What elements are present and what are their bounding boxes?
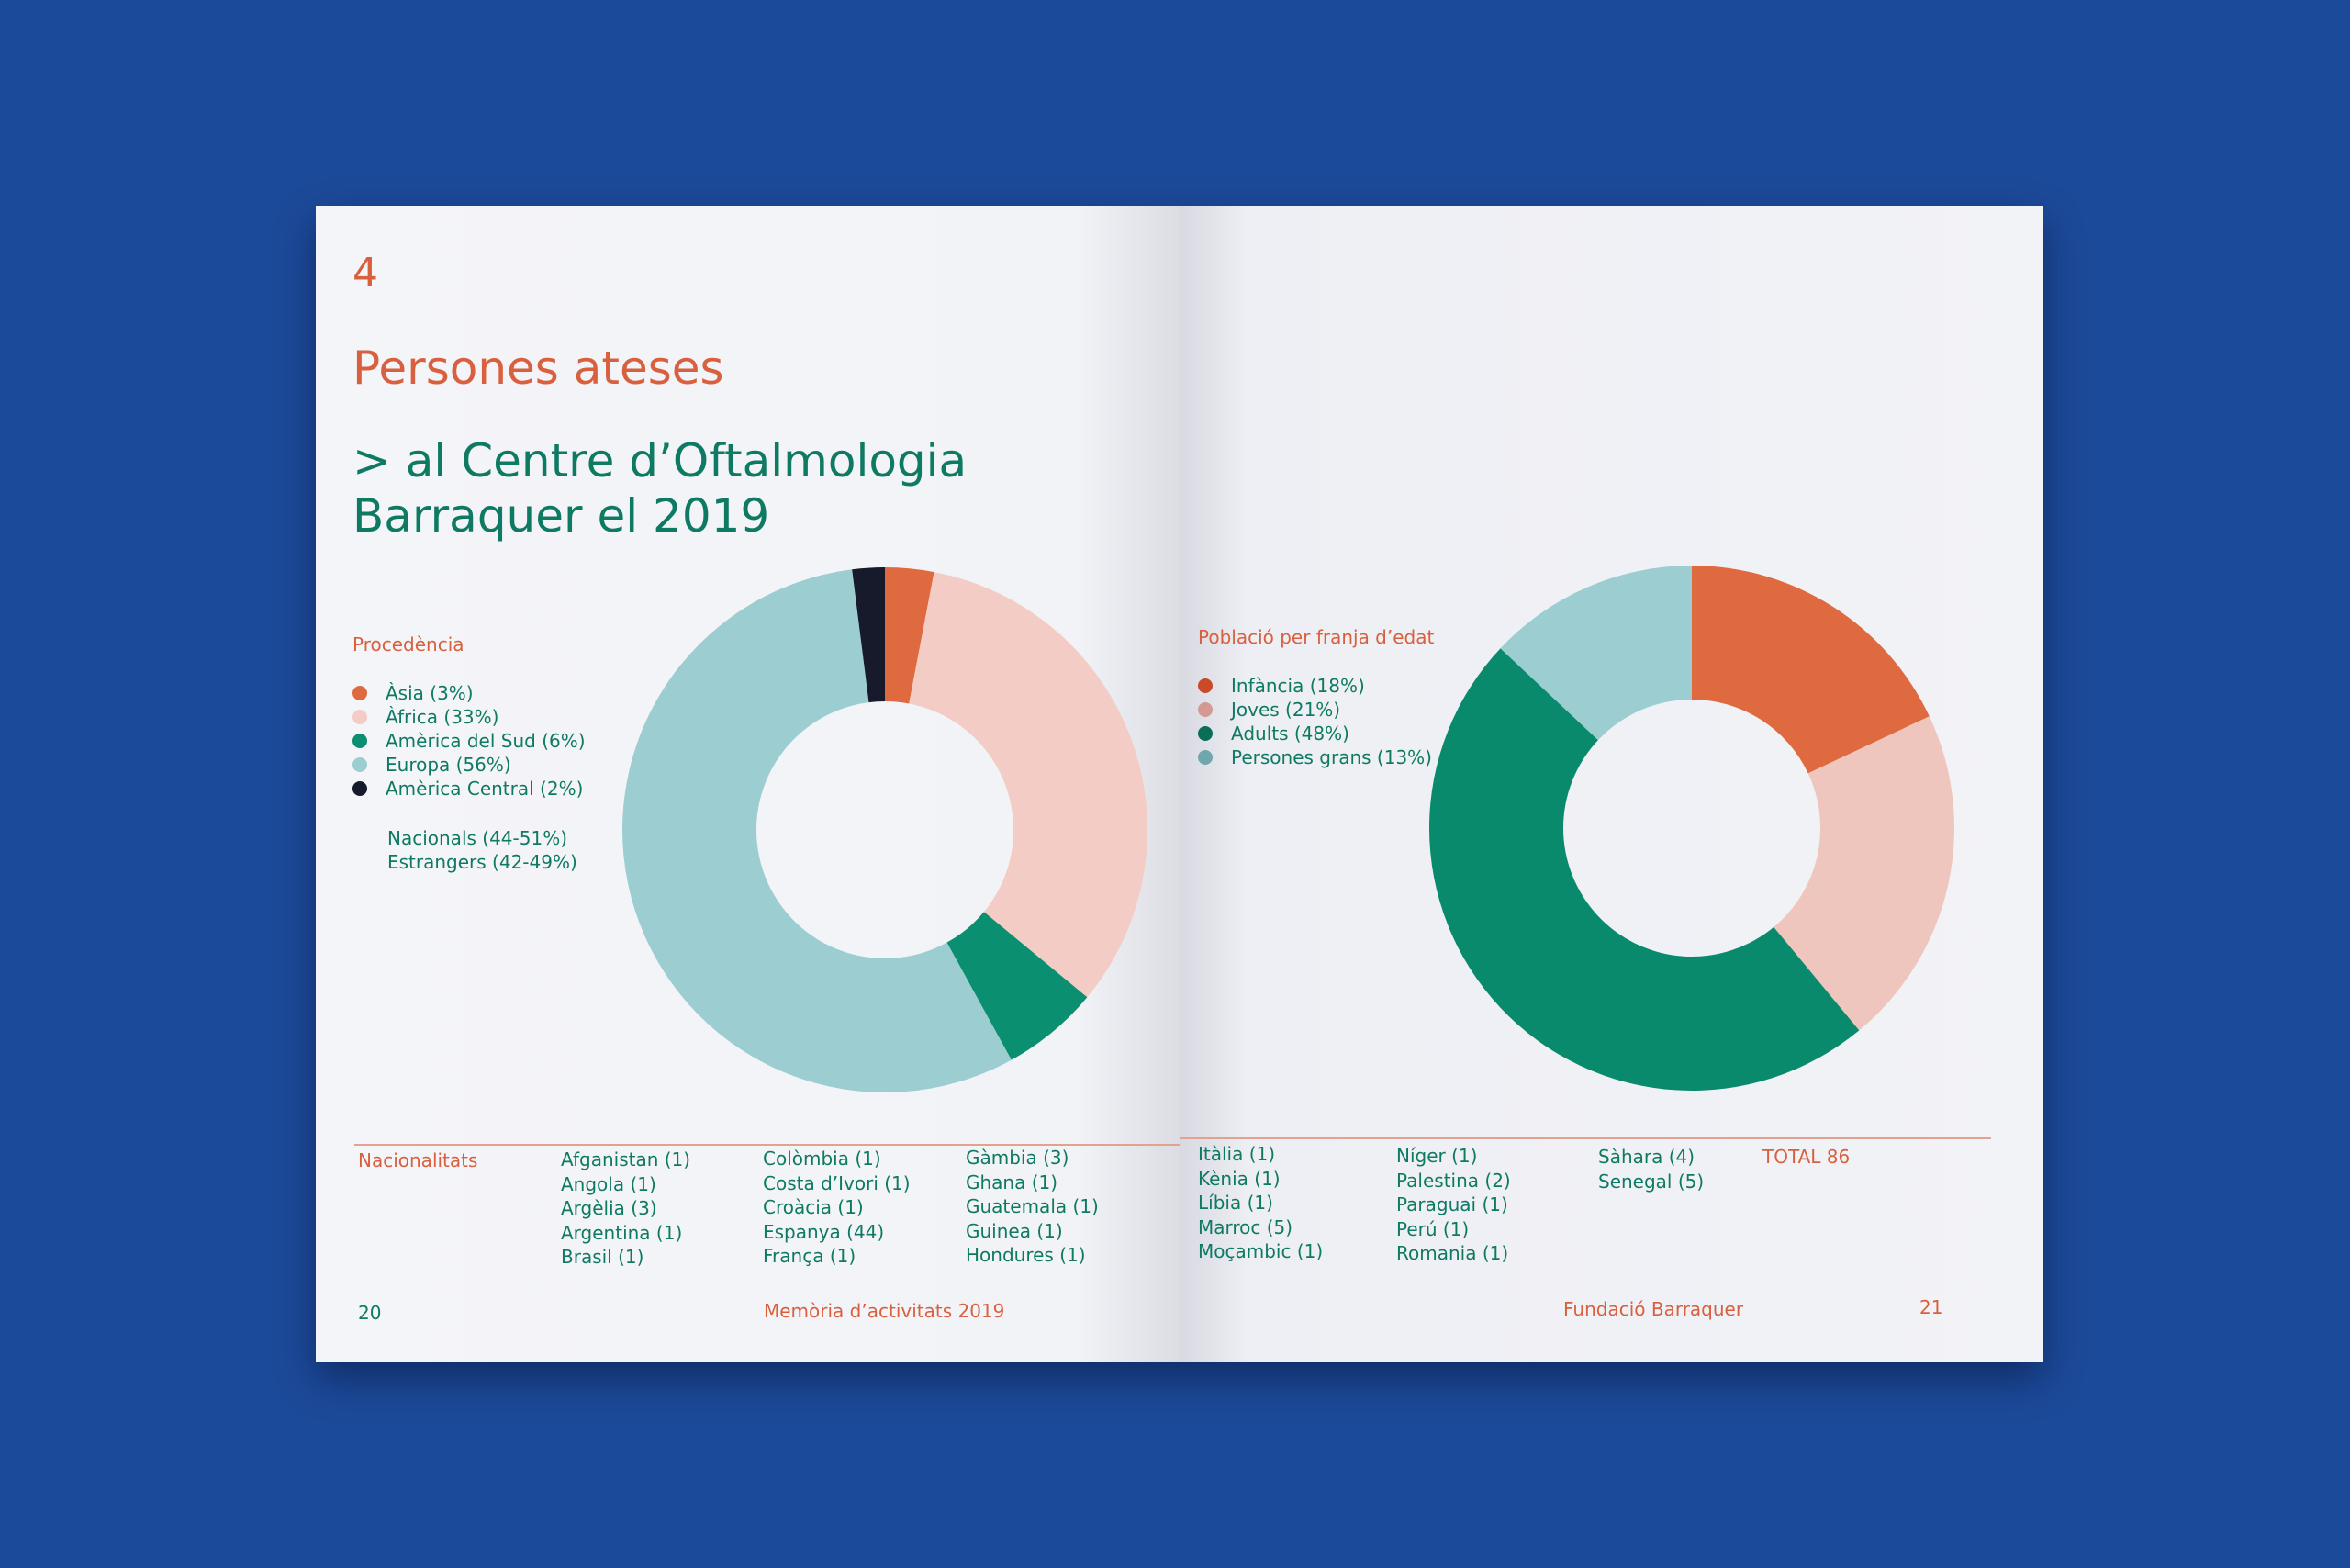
legend-swatch — [1198, 702, 1213, 717]
nationalities-col-6: Sàhara (4) Senegal (5) — [1598, 1145, 1704, 1193]
legend-item: Àfrica (33%) — [352, 705, 586, 729]
legend-label: Joves (21%) — [1231, 699, 1341, 721]
nationality-item: França (1) — [763, 1245, 856, 1267]
nationalities-col-3: Gàmbia (3) Ghana (1) Guatemala (1) Guine… — [966, 1146, 1099, 1268]
nationality-item: Palestina (2) — [1396, 1169, 1511, 1192]
divider-line — [1180, 1137, 1991, 1139]
nationality-item: Ghana (1) — [966, 1170, 1058, 1193]
nationals-note: Nacionals (44-51%) Estrangers (42-49%) — [387, 826, 577, 874]
legend-item: Àsia (3%) — [352, 681, 586, 705]
nationality-item: Gàmbia (3) — [966, 1147, 1069, 1169]
page-subtitle: > al Centre d’Oftalmologia Barraquer el … — [352, 434, 968, 543]
nationality-item: Marroc (5) — [1198, 1215, 1293, 1238]
legend-label: Amèrica del Sud (6%) — [386, 730, 586, 752]
nationalities-col-1: Afganistan (1) Angola (1) Argèlia (3) Ar… — [561, 1148, 690, 1270]
donut-slice-5 — [852, 567, 885, 703]
legend-label: Amèrica Central (2%) — [386, 778, 584, 800]
nationality-item: Angola (1) — [561, 1172, 656, 1195]
nationality-item: Itàlia (1) — [1198, 1143, 1276, 1165]
nationality-item: Argèlia (3) — [561, 1197, 657, 1219]
nationalities-col-5: Níger (1) Palestina (2) Paraguai (1) Per… — [1396, 1144, 1511, 1266]
nationality-item: Perú (1) — [1396, 1217, 1470, 1240]
legend-label: Persones grans (13%) — [1231, 746, 1432, 768]
legend-swatch — [352, 734, 367, 748]
nationality-item: Croàcia (1) — [763, 1196, 864, 1218]
nationality-item: Níger (1) — [1396, 1145, 1478, 1167]
nationality-item: Argentina (1) — [561, 1221, 683, 1244]
divider-line — [354, 1144, 1180, 1146]
nationalities-label: Nacionalitats — [358, 1149, 478, 1171]
legend-swatch — [1198, 726, 1213, 741]
legend-item: Europa (56%) — [352, 753, 586, 777]
nationalities-total: TOTAL 86 — [1762, 1146, 1851, 1168]
legend-swatch — [352, 710, 367, 724]
nationalities-col-2: Colòmbia (1) Costa d’Ivori (1) Croàcia (… — [763, 1147, 911, 1269]
footer-left: Memòria d’activitats 2019 — [764, 1300, 1005, 1322]
nationality-item: Afganistan (1) — [561, 1148, 691, 1170]
legend-item: Amèrica Central (2%) — [352, 777, 586, 801]
legend-item: Infància (18%) — [1198, 674, 1432, 698]
origin-legend-title: Procedència — [352, 633, 464, 655]
nationality-item: Guinea (1) — [966, 1219, 1063, 1242]
age-donut-chart — [1429, 566, 1954, 1091]
legend-item: Persones grans (13%) — [1198, 745, 1432, 769]
nationality-item: Senegal (5) — [1598, 1170, 1705, 1193]
nationality-item: Moçambic (1) — [1198, 1240, 1324, 1262]
legend-swatch — [1198, 750, 1213, 765]
legend-swatch — [352, 781, 367, 796]
page-number-left: 20 — [358, 1302, 382, 1324]
page-title: Persones ateses — [352, 342, 724, 395]
legend-label: Àsia (3%) — [386, 682, 474, 704]
foreigners-text: Estrangers (42-49%) — [387, 851, 577, 873]
legend-swatch — [352, 757, 367, 772]
nationalities-col-4: Itàlia (1) Kènia (1) Líbia (1) Marroc (5… — [1198, 1142, 1323, 1264]
nationality-item: Kènia (1) — [1198, 1167, 1281, 1190]
donut-slice-1 — [1692, 566, 1930, 774]
origin-donut-chart — [622, 567, 1147, 1092]
chapter-number: 4 — [352, 250, 378, 297]
donut-slice-4 — [622, 569, 1012, 1092]
age-legend-title: Població per franja d’edat — [1198, 626, 1435, 648]
donut-slice-3 — [1429, 648, 1860, 1091]
footer-right: Fundació Barraquer — [1563, 1298, 1744, 1320]
nationality-item: Líbia (1) — [1198, 1192, 1273, 1214]
brochure-spread: 4 Persones ateses > al Centre d’Oftalmol… — [316, 206, 2043, 1362]
nationality-item: Sàhara (4) — [1598, 1146, 1695, 1168]
legend-swatch — [352, 686, 367, 700]
legend-label: Infància (18%) — [1231, 675, 1365, 697]
right-page: Població per franja d’edat Infància (18%… — [1180, 206, 2043, 1362]
nationality-item: Brasil (1) — [561, 1246, 644, 1268]
nationality-item: Espanya (44) — [763, 1220, 885, 1243]
legend-swatch — [1198, 678, 1213, 693]
nationals-text: Nacionals (44-51%) — [387, 827, 567, 849]
legend-item: Adults (48%) — [1198, 722, 1432, 745]
nationality-item: Colòmbia (1) — [763, 1148, 881, 1170]
nationality-item: Costa d’Ivori (1) — [763, 1171, 911, 1194]
legend-label: Europa (56%) — [386, 754, 511, 776]
legend-item: Joves (21%) — [1198, 698, 1432, 722]
page-number-right: 21 — [1919, 1296, 1943, 1318]
left-page: 4 Persones ateses > al Centre d’Oftalmol… — [316, 206, 1180, 1362]
donut-slice-3 — [946, 912, 1088, 1060]
origin-legend: Àsia (3%) Àfrica (33%) Amèrica del Sud (… — [352, 681, 586, 801]
nationality-item: Paraguai (1) — [1396, 1193, 1508, 1215]
donut-slice-1 — [885, 567, 934, 704]
donut-slice-4 — [1500, 566, 1692, 741]
donut-slice-2 — [1774, 716, 1954, 1031]
age-legend: Infància (18%) Joves (21%) Adults (48%) … — [1198, 674, 1432, 769]
nationality-item: Romania (1) — [1396, 1242, 1509, 1264]
legend-label: Adults (48%) — [1231, 722, 1349, 745]
donut-slice-2 — [909, 572, 1147, 998]
legend-item: Amèrica del Sud (6%) — [352, 729, 586, 753]
legend-label: Àfrica (33%) — [386, 706, 499, 728]
nationality-item: Hondures (1) — [966, 1244, 1086, 1266]
nationality-item: Guatemala (1) — [966, 1195, 1099, 1217]
